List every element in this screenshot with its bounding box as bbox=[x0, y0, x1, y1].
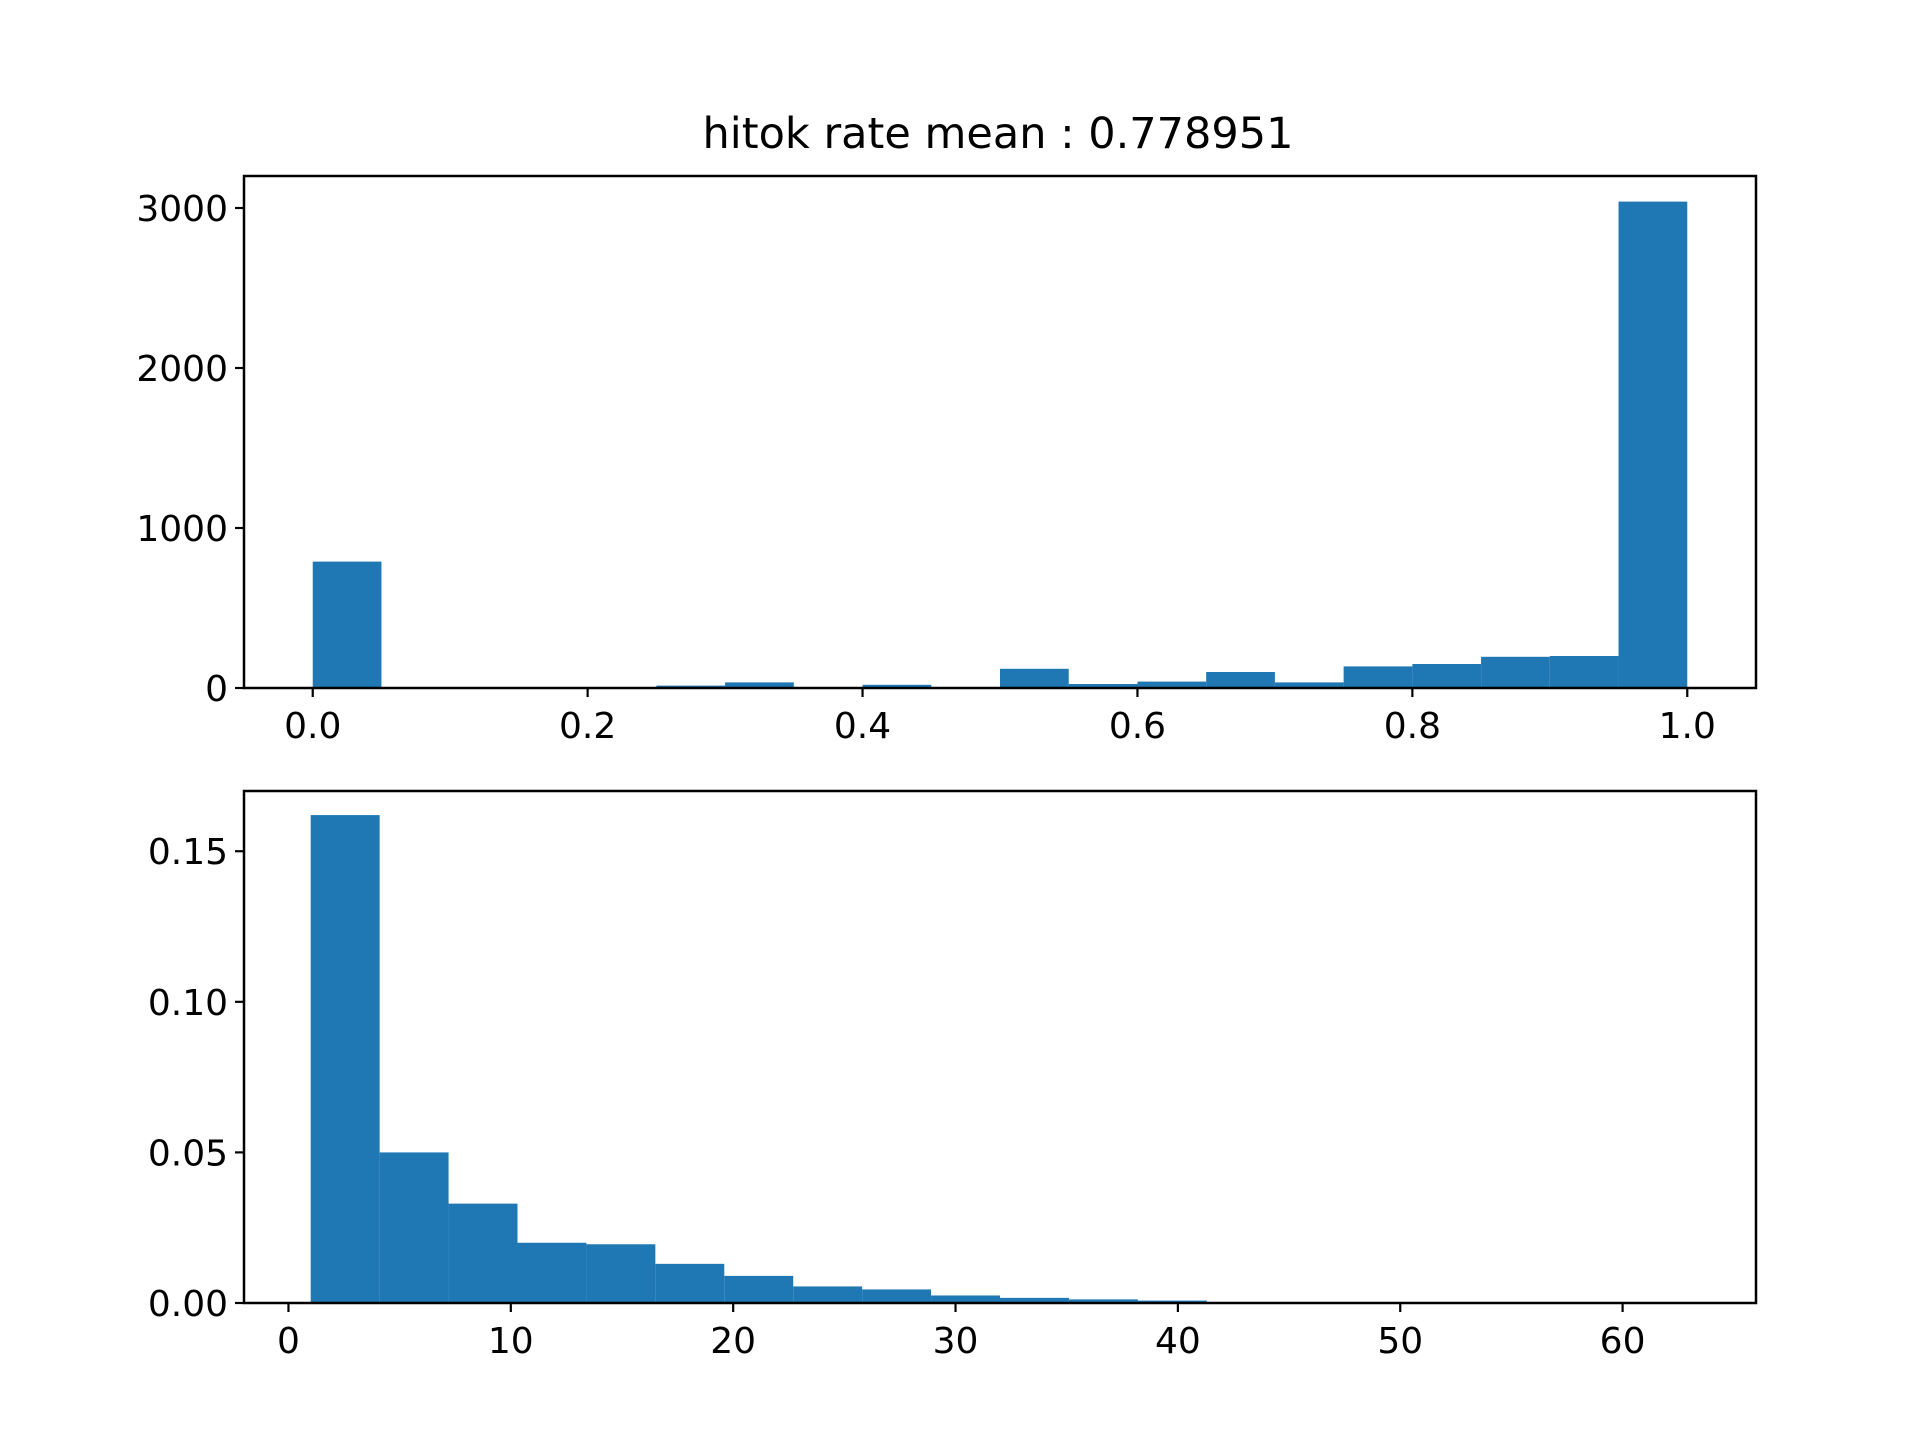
bottom-histogram-panel: 0 10 20 30 40 50 60 0.00 0.05 0.10 0.15 bbox=[148, 789, 1758, 1362]
bottom-histogram-bar bbox=[1068, 1299, 1138, 1303]
bottom-histogram-bar bbox=[862, 1289, 932, 1303]
top-x-tick-label: 0.4 bbox=[834, 706, 891, 747]
bottom-y-tick-label: 0.15 bbox=[148, 832, 228, 873]
top-histogram-bar bbox=[1412, 664, 1482, 688]
top-axes-frame bbox=[242, 174, 1758, 690]
bottom-histogram-bar bbox=[931, 1295, 1000, 1303]
bottom-histogram-bar bbox=[379, 1152, 449, 1303]
bottom-x-tick-label: 30 bbox=[933, 1321, 979, 1362]
bottom-histogram-bar bbox=[1000, 1297, 1069, 1303]
bottom-histogram-bar bbox=[724, 1275, 794, 1303]
top-histogram-panel: 0.0 0.2 0.4 0.6 0.8 1.0 0 1000 2000 3000 bbox=[136, 174, 1758, 747]
top-y-tick-label: 1000 bbox=[136, 509, 228, 550]
top-histogram-bar bbox=[1137, 681, 1207, 688]
top-y-tick-label: 0 bbox=[205, 669, 228, 710]
bottom-x-tick-label: 0 bbox=[277, 1321, 300, 1362]
bottom-histogram-bar bbox=[655, 1263, 725, 1303]
top-x-tick-label: 0.2 bbox=[559, 706, 616, 747]
top-histogram-bar bbox=[725, 682, 794, 688]
bottom-x-tick-label: 40 bbox=[1155, 1321, 1201, 1362]
bottom-histogram-bar bbox=[517, 1242, 587, 1303]
bottom-y-tick-label: 0.10 bbox=[148, 983, 228, 1024]
bottom-histogram-bar bbox=[586, 1244, 656, 1303]
top-histogram-bar bbox=[1618, 201, 1688, 688]
bottom-axes-frame bbox=[242, 789, 1758, 1305]
top-histogram-bar bbox=[1206, 672, 1275, 688]
top-y-tick-label: 2000 bbox=[136, 349, 228, 390]
bottom-y-tick-label: 0.05 bbox=[148, 1133, 228, 1174]
top-histogram-bar bbox=[1343, 666, 1413, 688]
chart-title: hitok rate mean : 0.778951 bbox=[703, 109, 1294, 159]
bottom-y-tick-label: 0.00 bbox=[148, 1284, 228, 1325]
top-histogram-bar bbox=[1481, 656, 1550, 688]
top-histogram-bar bbox=[862, 684, 932, 688]
bottom-histogram-bar bbox=[310, 815, 380, 1303]
top-x-tick-label: 1.0 bbox=[1659, 706, 1716, 747]
bottom-x-tick-label: 20 bbox=[710, 1321, 756, 1362]
bottom-histogram-bar bbox=[793, 1286, 863, 1303]
top-x-tick-label: 0.0 bbox=[284, 706, 341, 747]
top-y-tick-label: 3000 bbox=[136, 189, 228, 230]
bottom-x-tick-label: 60 bbox=[1600, 1321, 1646, 1362]
top-histogram-bar bbox=[312, 561, 382, 688]
bottom-x-tick-label: 10 bbox=[488, 1321, 534, 1362]
top-histogram-bar bbox=[1000, 668, 1069, 688]
top-x-tick-label: 0.6 bbox=[1109, 706, 1166, 747]
top-histogram-bar bbox=[1274, 682, 1344, 688]
top-x-tick-label: 0.8 bbox=[1384, 706, 1441, 747]
top-histogram-bar bbox=[1068, 684, 1138, 688]
bottom-histogram-bar bbox=[448, 1203, 518, 1303]
bottom-x-tick-label: 50 bbox=[1377, 1321, 1423, 1362]
top-histogram-bar bbox=[1549, 656, 1619, 688]
